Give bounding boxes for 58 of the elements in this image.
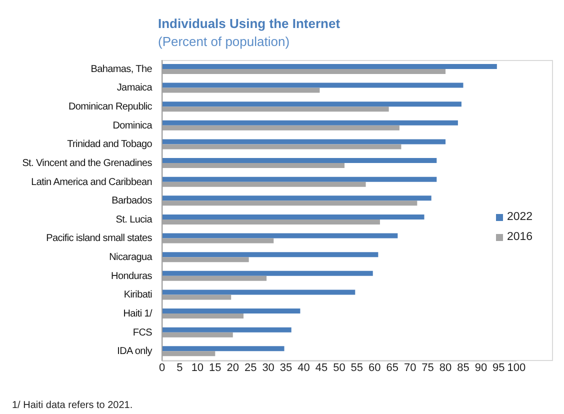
legend-label: 2016 bbox=[507, 231, 533, 243]
bar bbox=[162, 233, 398, 238]
x-tick-label: 55 bbox=[350, 362, 364, 374]
y-tick-label: Barbados bbox=[112, 196, 152, 207]
y-tick-label: St. Vincent and the Grenadines bbox=[22, 158, 152, 169]
bar bbox=[162, 82, 464, 88]
bar bbox=[162, 346, 284, 352]
x-tick-label: 60 bbox=[368, 362, 381, 374]
bar bbox=[162, 252, 378, 258]
x-tick-label: 70 bbox=[404, 362, 416, 374]
bar bbox=[162, 176, 437, 182]
bar bbox=[162, 158, 437, 164]
legend-label: 2022 bbox=[507, 211, 533, 223]
x-tick-label: 20 bbox=[226, 362, 240, 374]
bar bbox=[162, 327, 292, 332]
bar bbox=[162, 64, 497, 69]
y-tick-label: Jamaica bbox=[116, 82, 153, 94]
bar bbox=[162, 290, 356, 295]
y-tick-label: Pacific island small states bbox=[46, 233, 152, 244]
x-tick-label: 65 bbox=[386, 362, 398, 374]
bar bbox=[162, 139, 446, 144]
x-tick-label: 10 bbox=[191, 362, 204, 374]
x-tick-label: 80 bbox=[439, 362, 452, 374]
bar bbox=[162, 102, 462, 107]
x-tick-label: 15 bbox=[209, 362, 222, 374]
x-tick-label: 100 bbox=[507, 362, 526, 374]
x-tick-label: 0 bbox=[158, 362, 166, 374]
y-tick-label: Haiti 1/ bbox=[123, 308, 153, 320]
x-tick-label: 25 bbox=[244, 362, 257, 374]
bar bbox=[162, 120, 458, 126]
y-tick-label: Kiribati bbox=[124, 290, 152, 301]
x-tick-label: 30 bbox=[262, 362, 274, 374]
y-tick-label: FCS bbox=[132, 327, 153, 338]
y-tick-label: Dominican Republic bbox=[68, 102, 152, 113]
y-tick-label: Nicaragua bbox=[109, 252, 153, 264]
x-tick-label: 40 bbox=[298, 362, 310, 374]
x-tick-label: 45 bbox=[315, 362, 328, 374]
x-tick-label: 90 bbox=[474, 362, 488, 374]
x-tick-label: 75 bbox=[422, 362, 434, 374]
bar bbox=[162, 308, 300, 314]
x-tick-label: 50 bbox=[333, 362, 346, 374]
bar bbox=[162, 270, 373, 276]
bar bbox=[162, 214, 424, 220]
x-tick-label: 5 bbox=[176, 362, 183, 374]
y-tick-label: Bahamas, The bbox=[90, 64, 153, 75]
x-tick-label: 85 bbox=[457, 362, 470, 374]
y-tick-label: St. Lucia bbox=[116, 214, 153, 226]
chart-subtitle: (Percent of population) bbox=[158, 34, 290, 49]
x-tick-label: 35 bbox=[280, 362, 292, 374]
y-tick-label: Latin America and Caribbean bbox=[31, 176, 152, 188]
x-tick-label: 95 bbox=[492, 362, 505, 374]
y-tick-label: IDA only bbox=[117, 346, 152, 358]
y-tick-label: Honduras bbox=[111, 270, 152, 282]
bar bbox=[162, 196, 432, 201]
y-tick-label: Dominica bbox=[112, 120, 153, 132]
chart-title: Individuals Using the Internet bbox=[158, 16, 340, 31]
y-tick-label: Trinidad and Tobago bbox=[67, 139, 153, 150]
text: 1/ Haiti data refers to 2021. bbox=[12, 400, 133, 411]
